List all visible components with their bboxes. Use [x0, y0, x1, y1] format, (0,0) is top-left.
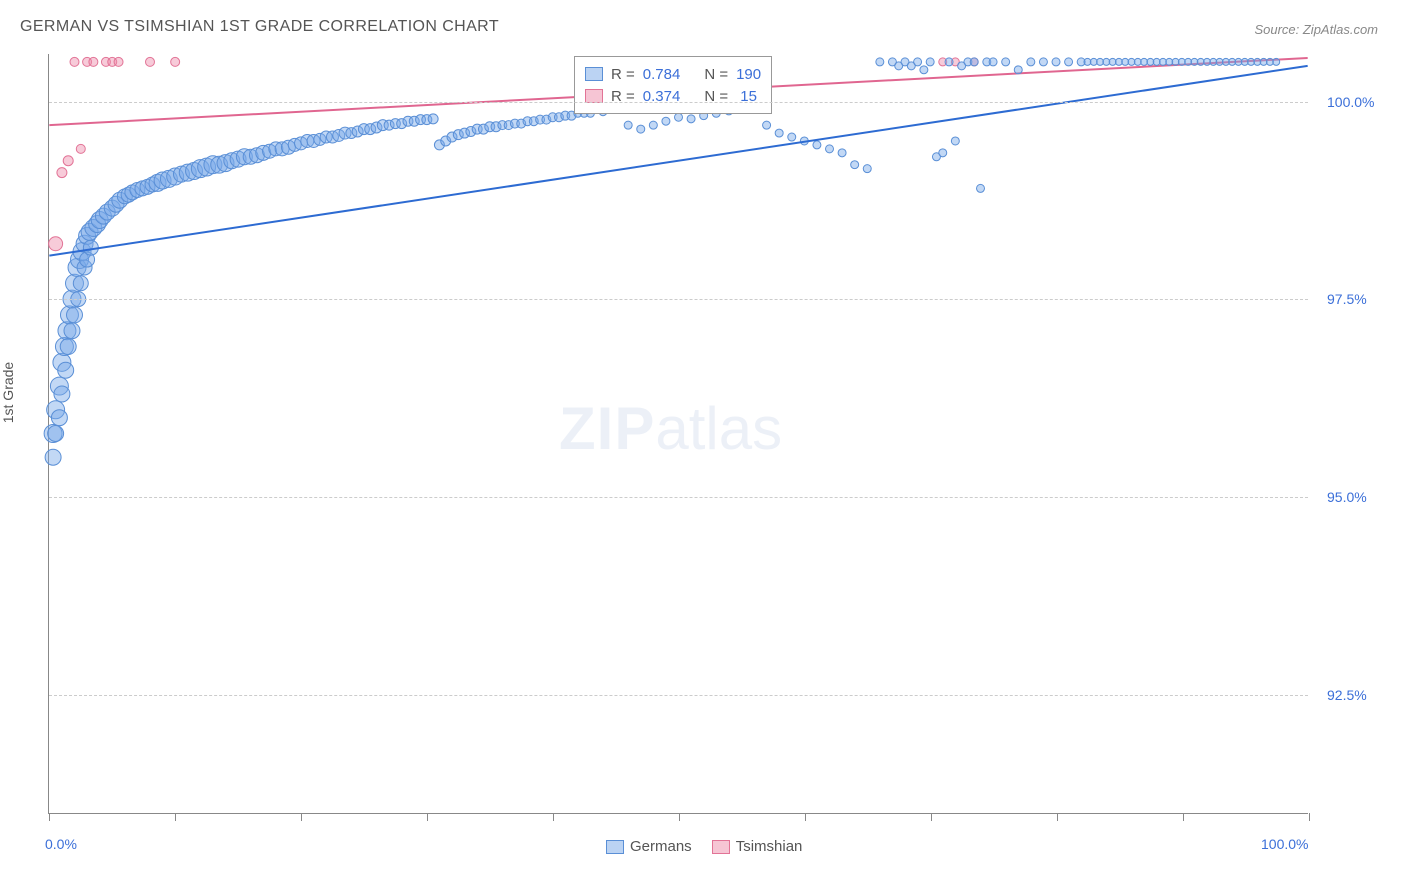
- data-point: [114, 57, 123, 66]
- y-tick-label: 100.0%: [1327, 94, 1374, 110]
- data-point: [45, 449, 61, 465]
- x-tick: [1309, 813, 1310, 821]
- x-tick: [553, 813, 554, 821]
- data-point: [428, 114, 438, 124]
- data-point: [1273, 58, 1280, 65]
- data-point: [637, 125, 645, 133]
- data-point: [70, 57, 79, 66]
- data-point: [775, 129, 783, 137]
- data-point: [914, 58, 922, 66]
- data-point: [76, 144, 85, 153]
- gridline: [49, 497, 1308, 498]
- gridline: [49, 695, 1308, 696]
- x-tick: [427, 813, 428, 821]
- x-tick: [1057, 813, 1058, 821]
- data-point: [73, 276, 88, 291]
- data-point: [662, 117, 670, 125]
- data-point: [951, 137, 959, 145]
- y-tick-label: 92.5%: [1327, 687, 1367, 703]
- x-tick: [301, 813, 302, 821]
- legend-n-value-germans: 190: [736, 66, 761, 83]
- data-point: [1052, 58, 1060, 66]
- data-point: [649, 121, 657, 129]
- x-tick: [175, 813, 176, 821]
- x-tick: [49, 813, 50, 821]
- data-point: [687, 115, 695, 123]
- legend-item-germans: Germans: [606, 838, 692, 855]
- chart-title: GERMAN VS TSIMSHIAN 1ST GRADE CORRELATIO…: [20, 18, 499, 36]
- legend-item-tsimshian: Tsimshian: [712, 838, 803, 855]
- legend-r-value-germans: 0.784: [643, 66, 681, 83]
- data-point: [876, 58, 884, 66]
- data-point: [1002, 58, 1010, 66]
- correlation-legend: R = 0.784 N = 190 R = 0.374 N = 15: [574, 56, 772, 114]
- data-point: [675, 113, 683, 121]
- gridline: [49, 299, 1308, 300]
- data-point: [788, 133, 796, 141]
- data-point: [51, 410, 67, 426]
- data-point: [89, 57, 98, 66]
- data-point: [939, 149, 947, 157]
- data-point: [48, 426, 64, 442]
- data-point: [67, 307, 83, 323]
- gridline: [49, 102, 1308, 103]
- y-tick-label: 97.5%: [1327, 291, 1367, 307]
- legend-n-label: N =: [704, 66, 728, 83]
- legend-row-germans: R = 0.784 N = 190: [585, 63, 761, 85]
- data-point: [926, 58, 934, 66]
- data-point: [1039, 58, 1047, 66]
- data-point: [813, 141, 821, 149]
- plot-area: ZIPatlas R = 0.784 N = 190 R = 0.374 N =…: [48, 54, 1308, 814]
- data-point: [1014, 66, 1022, 74]
- source-label: Source: ZipAtlas.com: [1254, 22, 1378, 37]
- data-point: [945, 58, 953, 66]
- data-point: [838, 149, 846, 157]
- series-legend: Germans Tsimshian: [606, 838, 802, 855]
- data-point: [49, 237, 63, 251]
- data-point: [624, 121, 632, 129]
- data-point: [1027, 58, 1035, 66]
- data-point: [171, 57, 180, 66]
- legend-swatch-germans: [585, 67, 603, 81]
- data-point: [146, 57, 155, 66]
- x-tick-label: 0.0%: [45, 836, 77, 852]
- legend-row-tsimshian: R = 0.374 N = 15: [585, 85, 761, 107]
- data-point: [54, 386, 70, 402]
- data-point: [826, 145, 834, 153]
- legend-r-label: R =: [611, 66, 635, 83]
- data-point: [64, 323, 80, 339]
- data-point: [58, 362, 74, 378]
- data-point: [763, 121, 771, 129]
- chart-svg: [49, 54, 1308, 813]
- y-tick-label: 95.0%: [1327, 489, 1367, 505]
- data-point: [977, 184, 985, 192]
- y-axis-label: 1st Grade: [0, 362, 16, 423]
- x-tick: [931, 813, 932, 821]
- legend-label-germans: Germans: [630, 838, 692, 855]
- data-point: [863, 165, 871, 173]
- data-point: [920, 66, 928, 74]
- x-tick: [805, 813, 806, 821]
- x-tick: [1183, 813, 1184, 821]
- legend-swatch-tsimshian-bottom: [712, 840, 730, 854]
- legend-label-tsimshian: Tsimshian: [736, 838, 803, 855]
- data-point: [851, 161, 859, 169]
- data-point: [970, 58, 978, 66]
- data-point: [989, 58, 997, 66]
- data-point: [63, 156, 73, 166]
- data-point: [57, 168, 67, 178]
- x-tick: [679, 813, 680, 821]
- data-point: [1065, 58, 1073, 66]
- x-tick-label: 100.0%: [1261, 836, 1308, 852]
- legend-swatch-germans-bottom: [606, 840, 624, 854]
- data-point: [60, 339, 76, 355]
